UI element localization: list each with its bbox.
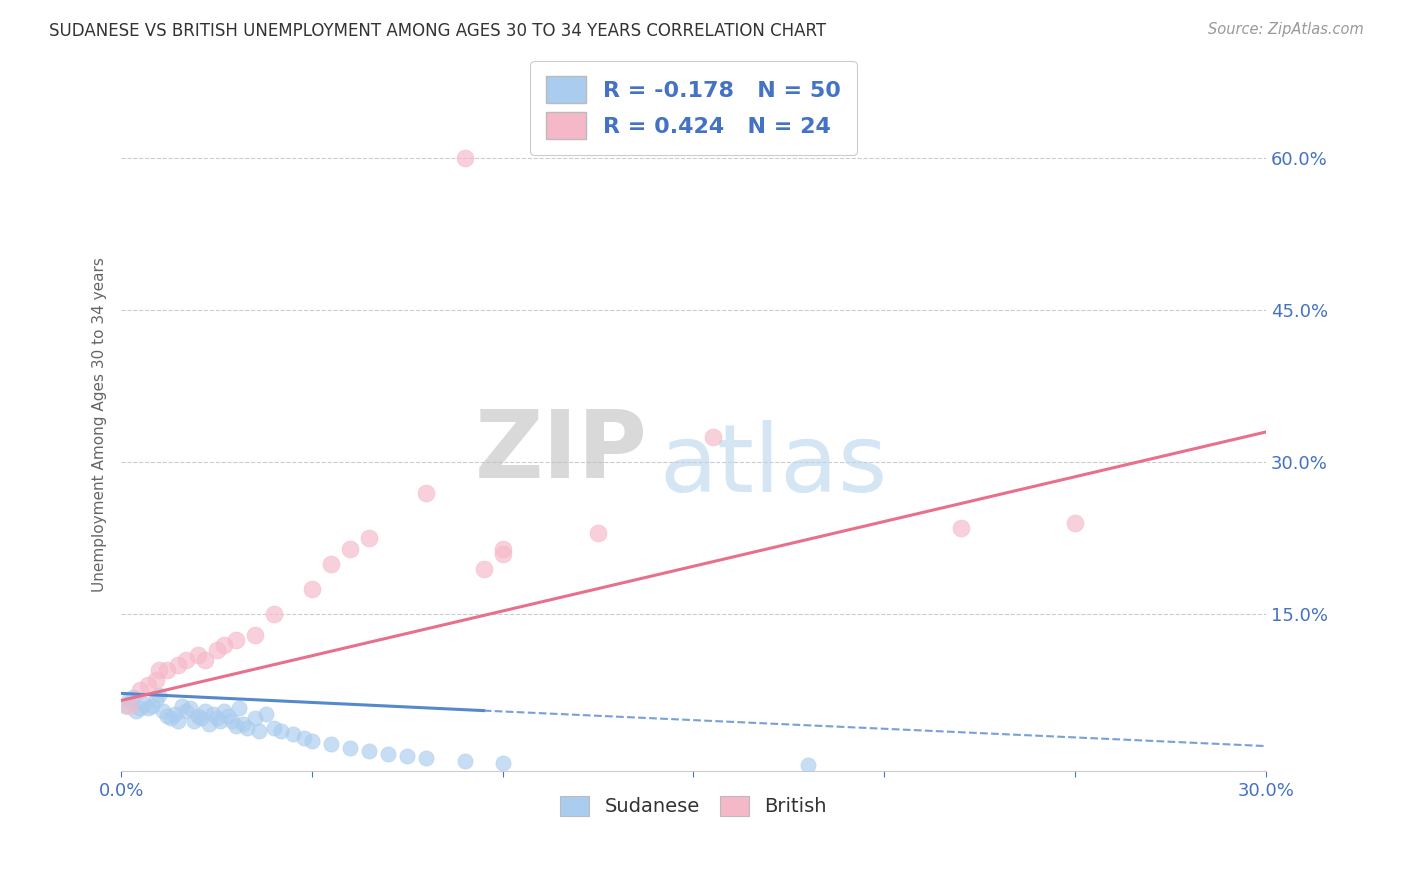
- Point: [263, 607, 285, 622]
- Point: [797, 758, 820, 772]
- Text: ZIP: ZIP: [475, 406, 648, 498]
- Point: [270, 723, 292, 738]
- Text: atlas: atlas: [659, 420, 887, 512]
- Point: [415, 485, 437, 500]
- Point: [194, 653, 217, 667]
- Point: [301, 734, 323, 748]
- Point: [198, 716, 221, 731]
- Point: [141, 698, 163, 713]
- Point: [136, 700, 159, 714]
- Point: [159, 711, 181, 725]
- Point: [492, 756, 515, 771]
- Point: [243, 711, 266, 725]
- Point: [212, 638, 235, 652]
- Point: [247, 723, 270, 738]
- Point: [225, 632, 247, 647]
- Point: [225, 719, 247, 733]
- Point: [174, 653, 197, 667]
- Point: [172, 698, 194, 713]
- Point: [339, 541, 361, 556]
- Point: [129, 700, 152, 714]
- Point: [415, 751, 437, 765]
- Point: [301, 582, 323, 596]
- Y-axis label: Unemployment Among Ages 30 to 34 years: Unemployment Among Ages 30 to 34 years: [93, 257, 107, 592]
- Point: [209, 714, 232, 728]
- Legend: Sudanese, British: Sudanese, British: [553, 788, 835, 824]
- Point: [205, 711, 228, 725]
- Point: [167, 714, 190, 728]
- Point: [232, 716, 254, 731]
- Point: [263, 721, 285, 735]
- Point: [136, 678, 159, 692]
- Point: [145, 693, 167, 707]
- Text: Source: ZipAtlas.com: Source: ZipAtlas.com: [1208, 22, 1364, 37]
- Point: [179, 700, 201, 714]
- Point: [186, 708, 208, 723]
- Point: [217, 708, 239, 723]
- Point: [359, 744, 381, 758]
- Point: [453, 754, 475, 768]
- Point: [145, 673, 167, 688]
- Point: [167, 658, 190, 673]
- Point: [359, 532, 381, 546]
- Point: [319, 557, 342, 571]
- Point: [156, 708, 179, 723]
- Point: [190, 711, 212, 725]
- Text: SUDANESE VS BRITISH UNEMPLOYMENT AMONG AGES 30 TO 34 YEARS CORRELATION CHART: SUDANESE VS BRITISH UNEMPLOYMENT AMONG A…: [49, 22, 827, 40]
- Point: [156, 663, 179, 677]
- Point: [118, 698, 141, 713]
- Point: [243, 627, 266, 641]
- Point: [396, 749, 419, 764]
- Point: [319, 737, 342, 751]
- Point: [132, 697, 155, 711]
- Point: [121, 690, 143, 705]
- Point: [472, 562, 495, 576]
- Point: [194, 704, 217, 718]
- Point: [292, 731, 315, 745]
- Point: [114, 698, 136, 713]
- Point: [205, 642, 228, 657]
- Point: [152, 704, 174, 718]
- Point: [174, 704, 197, 718]
- Point: [129, 683, 152, 698]
- Point: [339, 741, 361, 756]
- Point: [186, 648, 208, 662]
- Point: [228, 700, 250, 714]
- Point: [377, 747, 399, 761]
- Point: [1064, 516, 1087, 531]
- Point: [118, 693, 141, 707]
- Point: [949, 521, 972, 535]
- Point: [492, 547, 515, 561]
- Point: [148, 689, 170, 703]
- Point: [586, 526, 609, 541]
- Point: [201, 706, 224, 721]
- Point: [702, 430, 724, 444]
- Point: [163, 706, 186, 721]
- Point: [236, 721, 259, 735]
- Point: [183, 714, 205, 728]
- Point: [148, 663, 170, 677]
- Point: [453, 152, 475, 166]
- Point: [281, 727, 304, 741]
- Point: [492, 541, 515, 556]
- Point: [221, 714, 243, 728]
- Point: [125, 704, 148, 718]
- Point: [254, 706, 277, 721]
- Point: [212, 704, 235, 718]
